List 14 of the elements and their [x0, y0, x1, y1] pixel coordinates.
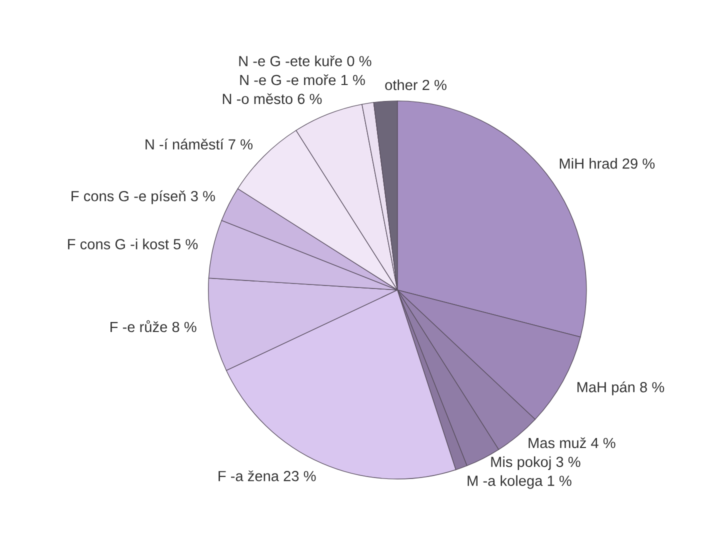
slice-label: N -o město 6 %	[222, 93, 322, 104]
category-label: N -e G -ete kuře 0 %	[239, 56, 372, 66]
slice-label: N -í náměstí 7 %	[146, 138, 253, 150]
slice-label: F cons G -i kost 5 %	[68, 238, 198, 250]
slice-label: Mis pokoj 3 %	[491, 456, 580, 470]
slice-label: MaH pán 8 %	[577, 381, 664, 396]
slice-label: other 2 %	[385, 79, 446, 90]
slice-label: F cons G -e píseň 3 %	[72, 190, 215, 204]
slice-label: M -a kolega 1 %	[468, 475, 572, 489]
slice-label: F -e růže 8 %	[110, 320, 196, 332]
slice-label: Mas muž 4 %	[528, 437, 616, 448]
slice-label: F -a žena 23 %	[218, 470, 316, 482]
slice-label: N -e G -e moře 1 %	[240, 74, 365, 86]
slice-label: MiH hrad 29 %	[560, 158, 655, 169]
